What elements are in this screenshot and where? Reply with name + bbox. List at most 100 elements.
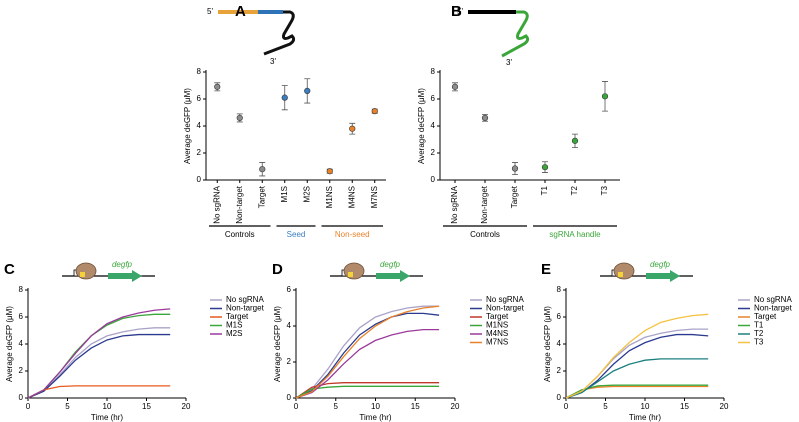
legend-label: T3	[754, 338, 764, 347]
x-tick-label: 0	[26, 402, 31, 411]
gene-label: degfp	[112, 260, 133, 269]
data-point	[349, 125, 356, 132]
data-point	[601, 93, 609, 100]
series-line	[295, 305, 440, 399]
x-tick-label: 15	[680, 402, 689, 411]
data-point	[236, 114, 243, 121]
x-axis-label: Time (hr)	[91, 413, 123, 422]
y-tick-label: 0	[197, 175, 202, 184]
x-tick-label: 5	[334, 402, 339, 411]
y-tick-label: 4	[19, 339, 24, 348]
rna-diagram-b: 5' 3'	[457, 7, 530, 67]
y-tick-label: 4	[197, 121, 202, 130]
x-tick-label: Target	[510, 185, 519, 208]
panel-letter: D	[272, 261, 283, 278]
x-tick-label: 20	[182, 402, 191, 411]
x-tick-label: 0	[564, 402, 569, 411]
x-axis-label: Time (hr)	[359, 413, 391, 422]
series-line	[27, 333, 171, 399]
group-label: Controls	[225, 230, 255, 239]
series-line	[565, 385, 709, 399]
x-tick-label: 0	[294, 402, 299, 411]
x-tick-label: M1S	[280, 186, 289, 202]
series-line	[295, 305, 440, 399]
y-tick-label: 2	[287, 357, 292, 366]
x-tick-label: M4NS	[347, 186, 356, 208]
x-tick-label: 15	[411, 402, 420, 411]
data-point	[304, 87, 311, 94]
legend-label: Target	[754, 312, 777, 321]
x-tick-label: T3	[600, 185, 609, 195]
gene-diagram-d: degfp	[330, 260, 423, 282]
y-tick-label: 6	[557, 312, 562, 321]
x-tick-label: Target	[257, 185, 266, 208]
x-tick-label: M2S	[302, 186, 311, 202]
y-tick-label: 0	[19, 393, 24, 402]
x-tick-label: 5	[603, 402, 608, 411]
x-tick-label: Non-target	[235, 185, 244, 224]
data-point	[511, 165, 519, 172]
data-point	[259, 166, 266, 173]
y-axis-label: Average deGFP (μM)	[183, 88, 192, 164]
x-tick-label: 20	[720, 402, 729, 411]
y-tick-label: 6	[19, 312, 24, 321]
legend-label: M1NS	[486, 321, 508, 330]
legend-label: No sgRNA	[486, 295, 524, 304]
y-tick-label: 0	[557, 393, 562, 402]
x-tick-label: T2	[570, 185, 579, 195]
y-axis-label: Average deGFP (μM)	[5, 306, 14, 382]
legend-label: T2	[754, 329, 764, 338]
y-tick-label: 4	[431, 121, 436, 130]
y-tick-label: 4	[557, 339, 562, 348]
five-prime: 5'	[207, 7, 213, 16]
y-tick-label: 2	[19, 366, 24, 375]
series-line	[565, 358, 709, 399]
y-tick-label: 8	[197, 67, 202, 76]
rna-diagram-a: 5' 3'	[207, 7, 296, 66]
y-tick-label: 2	[431, 148, 436, 157]
gene-label: degfp	[650, 260, 671, 269]
legend-label: Non-target	[486, 304, 525, 313]
three-prime: 3'	[506, 58, 512, 67]
y-tick-label: 0	[431, 175, 436, 184]
x-tick-label: No sgRNA	[450, 185, 459, 223]
legend-label: Target	[486, 312, 509, 321]
legend-label: M2S	[226, 329, 242, 338]
series-line	[295, 312, 440, 399]
gene-diagram-e: degfp	[600, 260, 693, 282]
x-tick-label: 5	[65, 402, 70, 411]
group-label: Seed	[287, 230, 306, 239]
legend-label: M4NS	[486, 329, 508, 338]
gene-label: degfp	[380, 260, 401, 269]
x-tick-label: Non-target	[480, 185, 489, 224]
data-point	[214, 83, 221, 90]
panel-letter: C	[4, 261, 15, 278]
x-tick-label: 10	[641, 402, 650, 411]
legend-label: Non-target	[754, 304, 793, 313]
series-line	[295, 328, 440, 399]
panel-letter: E	[541, 261, 551, 278]
x-tick-label: 10	[371, 402, 380, 411]
series-line	[27, 308, 171, 399]
legend-label: M1S	[226, 321, 242, 330]
y-axis-label: Average deGFP (μM)	[543, 306, 552, 382]
series-line	[565, 313, 709, 399]
x-tick-label: T1	[540, 185, 549, 195]
data-point	[371, 108, 378, 115]
series-line	[295, 382, 440, 399]
y-tick-label: 6	[287, 285, 292, 294]
y-tick-label: 2	[557, 366, 562, 375]
x-tick-label: No sgRNA	[212, 185, 221, 223]
legend-label: M7NS	[486, 338, 508, 347]
series-line	[295, 385, 440, 399]
x-tick-label: 20	[451, 402, 460, 411]
legend-label: No sgRNA	[754, 295, 792, 304]
data-point	[481, 114, 489, 121]
x-axis-label: Time (hr)	[629, 413, 661, 422]
y-tick-label: 2	[197, 148, 202, 157]
y-tick-label: 8	[19, 285, 24, 294]
y-axis-label: Average deGFP (μM)	[417, 88, 426, 164]
panel-letter: B	[451, 3, 462, 20]
legend-label: Target	[226, 312, 249, 321]
x-tick-label: M1NS	[325, 186, 334, 208]
